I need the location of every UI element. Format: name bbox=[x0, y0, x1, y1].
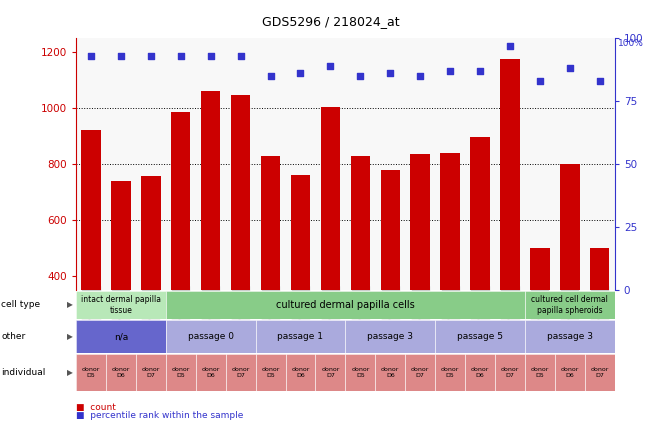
Text: ▶: ▶ bbox=[67, 332, 73, 341]
Text: cultured dermal papilla cells: cultured dermal papilla cells bbox=[276, 300, 414, 310]
Text: donor
D7: donor D7 bbox=[590, 367, 609, 378]
Text: ■  percentile rank within the sample: ■ percentile rank within the sample bbox=[76, 411, 243, 420]
Text: donor
D7: donor D7 bbox=[501, 367, 519, 378]
Text: passage 5: passage 5 bbox=[457, 332, 503, 341]
Text: ■  count: ■ count bbox=[76, 403, 116, 412]
Text: donor
D7: donor D7 bbox=[321, 367, 340, 378]
Text: donor
D5: donor D5 bbox=[441, 367, 459, 378]
Text: n/a: n/a bbox=[114, 332, 128, 341]
Text: intact dermal papilla
tissue: intact dermal papilla tissue bbox=[81, 295, 161, 315]
Text: donor
D6: donor D6 bbox=[292, 367, 309, 378]
Text: donor
D5: donor D5 bbox=[172, 367, 190, 378]
Text: passage 1: passage 1 bbox=[278, 332, 323, 341]
Text: individual: individual bbox=[1, 368, 46, 377]
Point bbox=[206, 52, 216, 59]
Point bbox=[175, 52, 186, 59]
Point bbox=[295, 70, 306, 77]
Point bbox=[325, 62, 336, 69]
Text: donor
D7: donor D7 bbox=[231, 367, 250, 378]
Point bbox=[564, 65, 575, 71]
Text: donor
D5: donor D5 bbox=[261, 367, 280, 378]
Point bbox=[535, 77, 545, 84]
Point bbox=[86, 52, 97, 59]
Text: passage 0: passage 0 bbox=[188, 332, 234, 341]
Bar bbox=[201, 91, 220, 387]
Point bbox=[475, 67, 485, 74]
Point bbox=[445, 67, 455, 74]
Bar bbox=[410, 154, 430, 387]
Bar bbox=[590, 248, 609, 387]
Bar bbox=[500, 59, 520, 387]
Text: other: other bbox=[1, 332, 26, 341]
Point bbox=[594, 77, 605, 84]
Text: donor
D6: donor D6 bbox=[471, 367, 489, 378]
Bar bbox=[471, 137, 490, 387]
Point bbox=[385, 70, 395, 77]
Bar bbox=[321, 107, 340, 387]
Bar bbox=[81, 130, 100, 387]
Text: donor
D6: donor D6 bbox=[202, 367, 220, 378]
Text: donor
D6: donor D6 bbox=[561, 367, 579, 378]
Text: donor
D7: donor D7 bbox=[411, 367, 430, 378]
Text: donor
D5: donor D5 bbox=[351, 367, 369, 378]
Text: 100%: 100% bbox=[618, 39, 644, 48]
Point bbox=[235, 52, 246, 59]
Bar bbox=[560, 164, 580, 387]
Bar bbox=[381, 170, 400, 387]
Point bbox=[265, 72, 276, 79]
Bar bbox=[440, 153, 460, 387]
Bar bbox=[291, 175, 310, 387]
Bar bbox=[261, 156, 280, 387]
Text: donor
D7: donor D7 bbox=[141, 367, 160, 378]
Point bbox=[145, 52, 156, 59]
Bar bbox=[350, 156, 370, 387]
Text: passage 3: passage 3 bbox=[368, 332, 413, 341]
Point bbox=[355, 72, 366, 79]
Text: ▶: ▶ bbox=[67, 300, 73, 310]
Text: ▶: ▶ bbox=[67, 368, 73, 377]
Bar bbox=[111, 181, 131, 387]
Bar bbox=[141, 176, 161, 387]
Text: donor
D5: donor D5 bbox=[82, 367, 100, 378]
Text: donor
D5: donor D5 bbox=[531, 367, 549, 378]
Text: donor
D6: donor D6 bbox=[381, 367, 399, 378]
Bar bbox=[530, 248, 550, 387]
Bar bbox=[171, 112, 190, 387]
Text: passage 3: passage 3 bbox=[547, 332, 593, 341]
Point bbox=[505, 42, 516, 49]
Text: GDS5296 / 218024_at: GDS5296 / 218024_at bbox=[262, 15, 399, 28]
Text: cultured cell dermal
papilla spheroids: cultured cell dermal papilla spheroids bbox=[531, 295, 608, 315]
Text: donor
D6: donor D6 bbox=[112, 367, 130, 378]
Point bbox=[415, 72, 426, 79]
Bar bbox=[231, 96, 251, 387]
Point bbox=[116, 52, 126, 59]
Text: cell type: cell type bbox=[1, 300, 40, 310]
